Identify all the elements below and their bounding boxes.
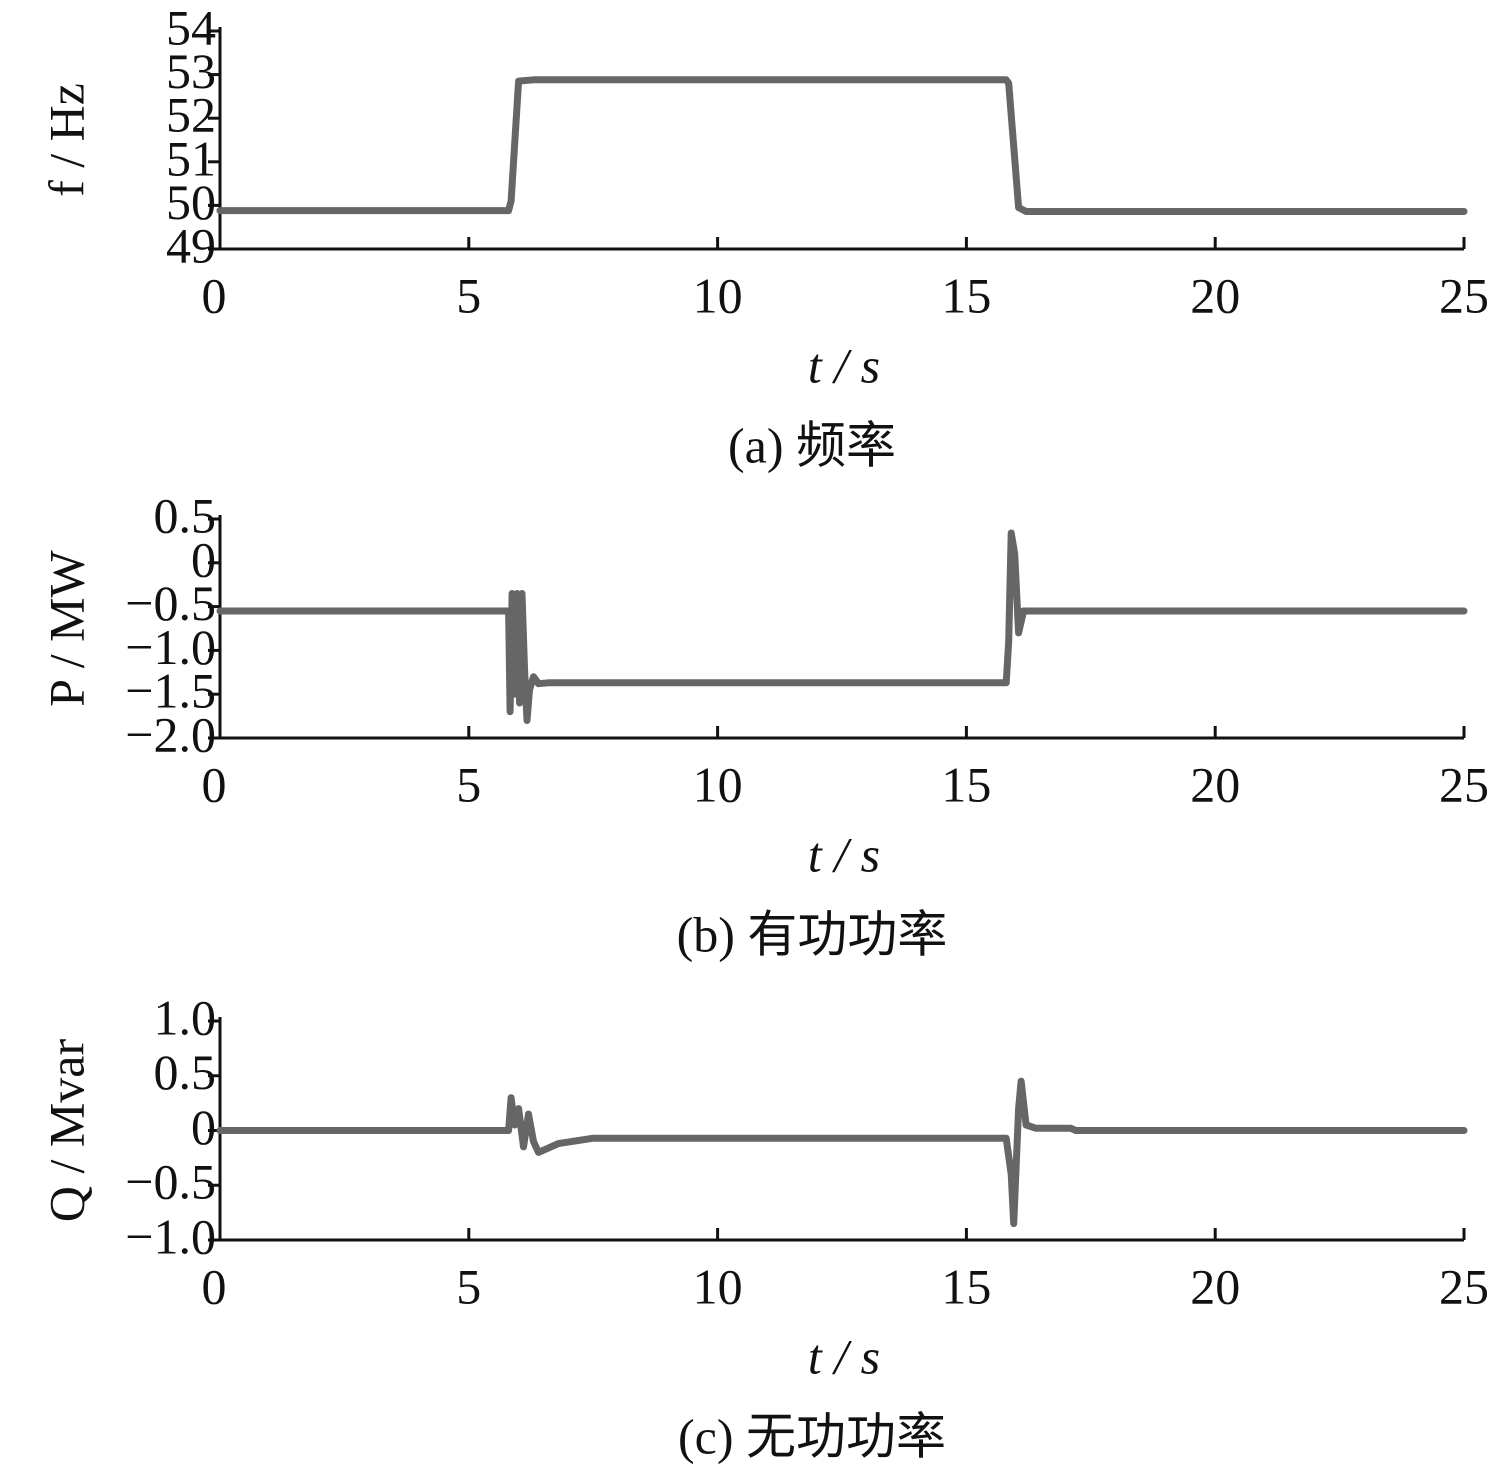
caption: (b) 有功功率 [677,906,948,962]
y-tick-label: −1.0 [125,619,216,675]
x-tick-label: 20 [1190,1258,1240,1314]
y-tick-label: −2.0 [125,706,216,762]
x-tick-label: 10 [693,267,743,323]
x-tick-label: 15 [941,756,991,812]
x-tick-label: 20 [1190,756,1240,812]
y-tick-label: 0.5 [154,487,217,543]
x-tick-label: 10 [693,756,743,812]
x-axis-label: t / s [808,337,880,393]
axes [218,27,1464,251]
x-tick-label: 10 [693,1258,743,1314]
x-tick-label: 15 [941,1258,991,1314]
y-tick-label: 0 [191,531,216,587]
x-tick-label: 5 [456,1258,481,1314]
x-tick-label: 5 [456,267,481,323]
y-tick-label: 50 [166,174,216,230]
y-tick-label: 53 [166,43,216,99]
y-tick-label: −0.5 [125,1154,216,1210]
y-tick-label: −1.0 [125,1208,216,1264]
y-axis-label: P / MW [38,549,94,706]
caption: (a) 频率 [728,417,896,473]
y-tick-label: 51 [166,130,216,186]
x-tick-label: 15 [941,267,991,323]
y-tick-label: 52 [166,87,216,143]
x-axis-label: t / s [808,826,880,882]
y-tick-label: 54 [166,0,216,55]
y-tick-label: 1.0 [154,989,217,1045]
x-tick-label: 5 [456,756,481,812]
x-tick-label: 25 [1439,756,1489,812]
y-tick-label: −1.5 [125,663,216,719]
x-tick-label: 0 [202,1258,227,1314]
x-tick-label: 0 [202,756,227,812]
y-tick-label: 0.5 [154,1044,217,1100]
y-axis-label: Q / Mvar [38,1039,94,1223]
y-axis-label: f / Hz [38,83,94,197]
data-line [216,529,1468,724]
x-tick-label: 0 [202,267,227,323]
y-tick-label: 49 [166,217,216,273]
x-axis-label: t / s [808,1328,880,1384]
axes [218,515,1464,740]
caption: (c) 无功功率 [678,1408,946,1464]
y-tick-label: 0 [191,1099,216,1155]
x-tick-label: 20 [1190,267,1240,323]
x-tick-label: 25 [1439,267,1489,323]
y-tick-label: −0.5 [125,575,216,631]
data-line [216,76,1468,215]
data-line [216,1077,1468,1228]
x-tick-label: 25 [1439,1258,1489,1314]
